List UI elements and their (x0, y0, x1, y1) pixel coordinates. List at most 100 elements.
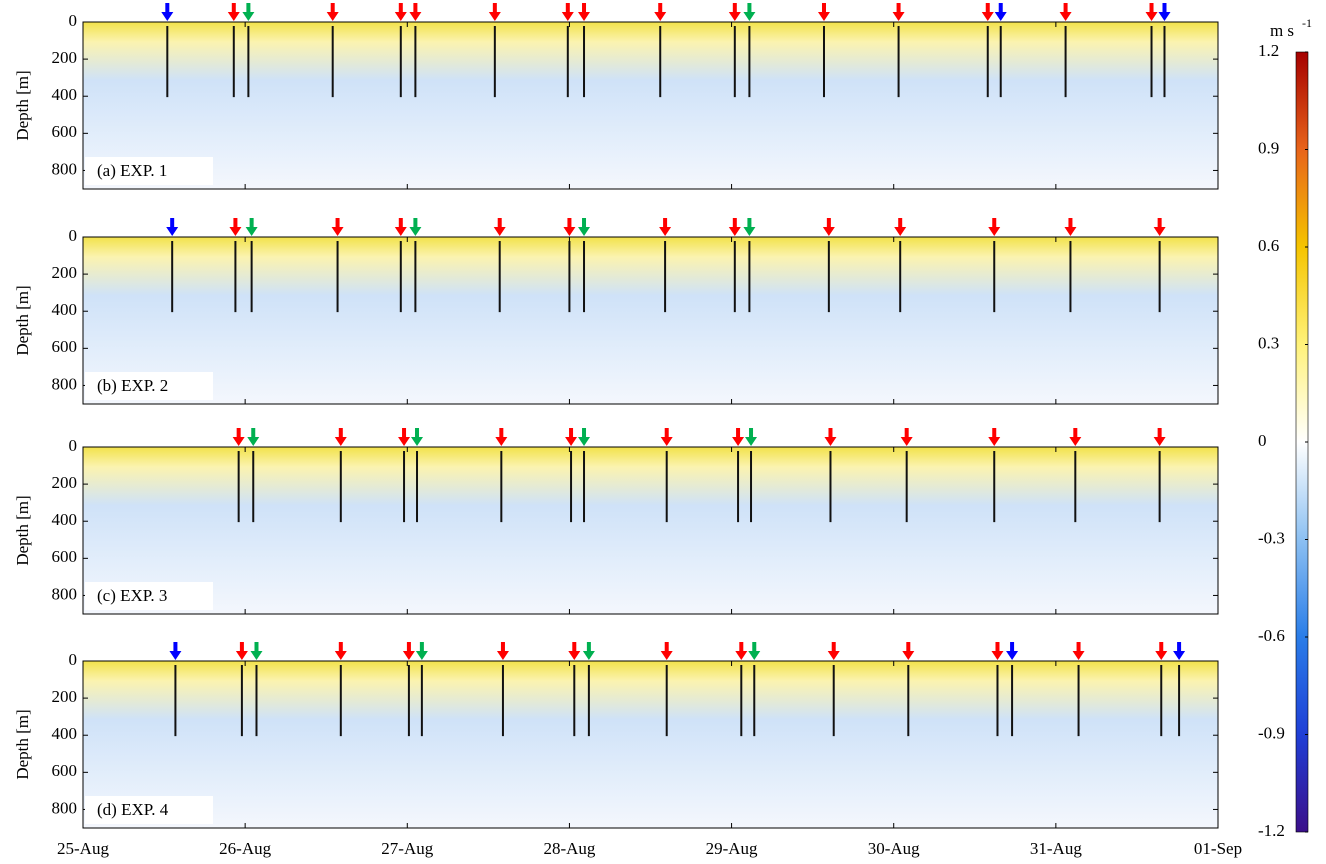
event-arrow (493, 218, 506, 236)
y-axis-label: Depth [m] (13, 495, 32, 565)
y-tick-label: 600 (52, 547, 78, 566)
event-arrow (827, 642, 840, 660)
event-arrow (743, 218, 756, 236)
event-arrow (1173, 642, 1186, 660)
y-tick-label: 200 (52, 48, 78, 67)
event-arrow (578, 218, 591, 236)
event-arrow (334, 642, 347, 660)
y-tick-label: 800 (52, 159, 78, 178)
event-arrow (334, 428, 347, 446)
x-tick-label: 25-Aug (57, 839, 109, 858)
event-arrow (411, 428, 424, 446)
event-arrow (578, 428, 591, 446)
event-arrow (728, 218, 741, 236)
y-tick-label: 800 (52, 374, 78, 393)
plot-frame (82, 660, 1219, 829)
panel-label-box (85, 157, 213, 185)
event-arrow (561, 3, 574, 21)
x-tick-label: 01-Sep (1194, 839, 1242, 858)
event-arrow (1069, 428, 1082, 446)
y-tick-label: 200 (52, 473, 78, 492)
event-arrow (169, 642, 182, 660)
event-arrow (1006, 642, 1019, 660)
event-arrow (394, 218, 407, 236)
event-arrow (659, 218, 672, 236)
y-axis-label: Depth [m] (13, 709, 32, 779)
y-axis-label: Depth [m] (13, 285, 32, 355)
y-tick-label: 200 (52, 687, 78, 706)
y-tick-label: 0 (69, 650, 78, 669)
y-tick-label: 600 (52, 761, 78, 780)
y-tick-label: 600 (52, 337, 78, 356)
colorbar-tick-label: 0 (1258, 431, 1267, 450)
event-arrow (235, 642, 248, 660)
event-arrow (1072, 642, 1085, 660)
event-arrow (331, 218, 344, 236)
event-arrow (409, 218, 422, 236)
event-arrow (660, 428, 673, 446)
panel-label: (a) EXP. 1 (97, 161, 167, 180)
event-arrow (900, 428, 913, 446)
colorbar-tick-label: 0.6 (1258, 236, 1279, 255)
event-arrow (894, 218, 907, 236)
panel-label: (d) EXP. 4 (97, 800, 169, 819)
event-arrow (1158, 3, 1171, 21)
x-tick-label: 29-Aug (706, 839, 758, 858)
field-background (83, 237, 1218, 404)
y-tick-label: 0 (69, 226, 78, 245)
event-arrow (227, 3, 240, 21)
event-arrow (232, 428, 245, 446)
y-tick-label: 800 (52, 798, 78, 817)
plot-frame (82, 446, 1219, 615)
event-arrow (822, 218, 835, 236)
event-arrow (902, 642, 915, 660)
event-arrow (402, 642, 415, 660)
event-arrow (495, 428, 508, 446)
event-arrow (745, 428, 758, 446)
field-background (83, 22, 1218, 189)
y-tick-label: 800 (52, 584, 78, 603)
event-arrow (415, 642, 428, 660)
panel-label: (b) EXP. 2 (97, 376, 168, 395)
event-arrow (988, 218, 1001, 236)
colorbar-tick-label: -0.6 (1258, 626, 1285, 645)
event-arrow (1064, 218, 1077, 236)
event-arrow (991, 642, 1004, 660)
y-tick-label: 200 (52, 263, 78, 282)
y-tick-label: 0 (69, 11, 78, 30)
event-arrow (981, 3, 994, 21)
event-arrow (994, 3, 1007, 21)
event-arrow (242, 3, 255, 21)
event-arrow (229, 218, 242, 236)
event-arrow (161, 3, 174, 21)
event-arrow (563, 218, 576, 236)
colorbar-tick-label: 0.9 (1258, 138, 1279, 157)
event-arrow (568, 642, 581, 660)
event-arrow (988, 428, 1001, 446)
event-arrow (166, 218, 179, 236)
event-arrow (1059, 3, 1072, 21)
event-arrow (326, 3, 339, 21)
event-arrow (409, 3, 422, 21)
y-tick-label: 400 (52, 85, 78, 104)
event-arrow (735, 642, 748, 660)
panel-label-box (85, 796, 213, 824)
y-tick-label: 400 (52, 510, 78, 529)
colorbar-tick-label: -0.3 (1258, 528, 1285, 547)
y-tick-label: 0 (69, 436, 78, 455)
x-tick-label: 31-Aug (1030, 839, 1082, 858)
y-tick-label: 400 (52, 724, 78, 743)
y-tick-label: 600 (52, 122, 78, 141)
event-arrow (1153, 428, 1166, 446)
event-arrow (488, 3, 501, 21)
event-arrow (817, 3, 830, 21)
panel-label-box (85, 582, 213, 610)
event-arrow (654, 3, 667, 21)
panel-label: (c) EXP. 3 (97, 586, 167, 605)
event-arrow (398, 428, 411, 446)
plot-frame (82, 21, 1219, 190)
colorbar-tick-label: 0.3 (1258, 333, 1279, 352)
event-arrow (748, 642, 761, 660)
x-tick-label: 26-Aug (219, 839, 271, 858)
field-background (83, 447, 1218, 614)
